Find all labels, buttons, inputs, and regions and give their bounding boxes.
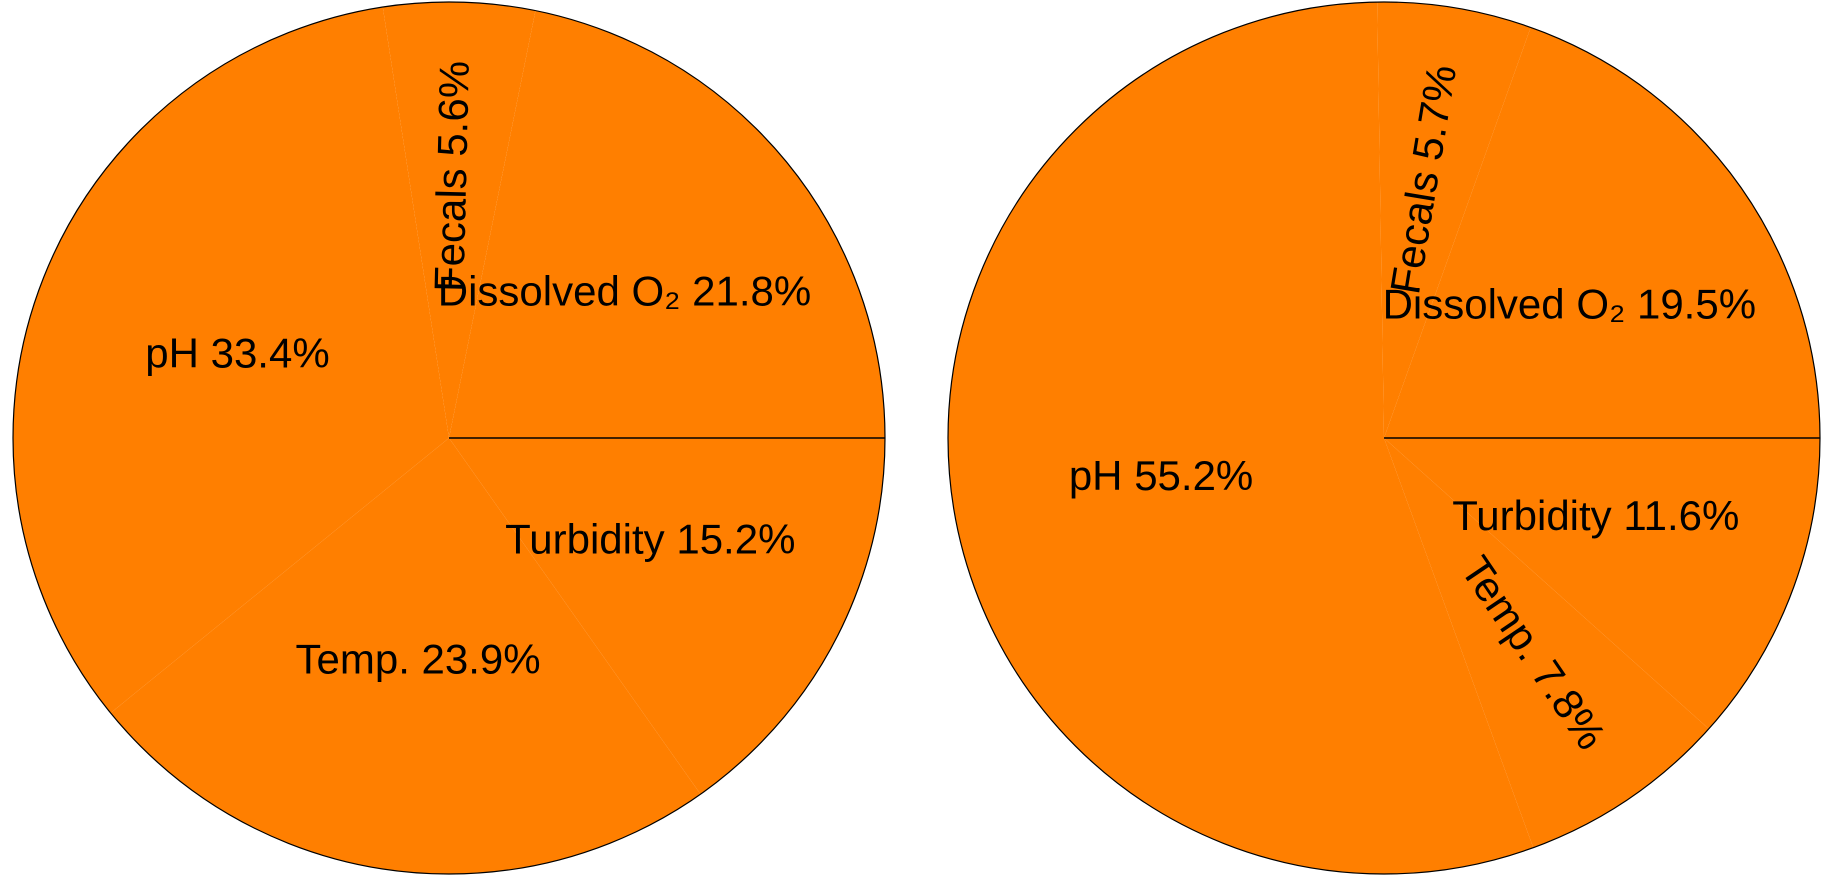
slice-value: 21.8% [692,268,811,315]
slice-value: 23.9% [422,636,541,683]
pie-slice [1384,438,1709,848]
slice-name: pH [145,330,199,377]
slice-value: 5.6% [429,60,478,157]
slice-label: pH 55.2% [1069,452,1253,499]
slice-name: Fecals [426,168,476,293]
pie-slice [1384,438,1820,729]
pie-slice [110,438,701,874]
pie: Dissolved O₂ 21.8%Fecals 5.6%pH 33.4%Tem… [12,1,886,875]
slice-label: pH 33.4% [145,330,329,377]
pie: Dissolved O₂ 19.5%Fecals 5.7%pH 55.2%Tem… [947,1,1821,875]
slice-label: Turbidity 15.2% [505,515,795,562]
slice-label: Temp. 23.9% [296,636,541,683]
pie-slice [449,10,885,438]
slice-label: Dissolved O₂ 21.8% [438,268,811,315]
pie-slice [13,7,450,713]
slice-name: Turbidity [505,515,665,562]
slice-label: Fecals 5.6% [426,60,478,292]
pie-slice [449,438,885,795]
slice-name: Dissolved O₂ [1383,281,1626,328]
slice-label: Turbidity 11.6% [1452,492,1739,539]
slice-value: 33.4% [211,330,330,377]
slice-name: Temp. [296,636,410,683]
pie-slice [382,2,536,439]
slice-value: 11.6% [1623,492,1739,539]
slice-value: 19.5% [1637,281,1756,328]
slice-label: Dissolved O₂ 19.5% [1383,281,1756,328]
pie-slice [947,2,1534,875]
slice-value: 55.2% [1134,452,1253,499]
slice-value: 15.2% [676,515,795,562]
slice-name: pH [1069,452,1123,499]
slice-name: Dissolved O₂ [438,268,681,315]
slice-name: Turbidity [1452,492,1612,539]
pie-slice [1384,27,1820,439]
pie-slice [1377,2,1531,439]
